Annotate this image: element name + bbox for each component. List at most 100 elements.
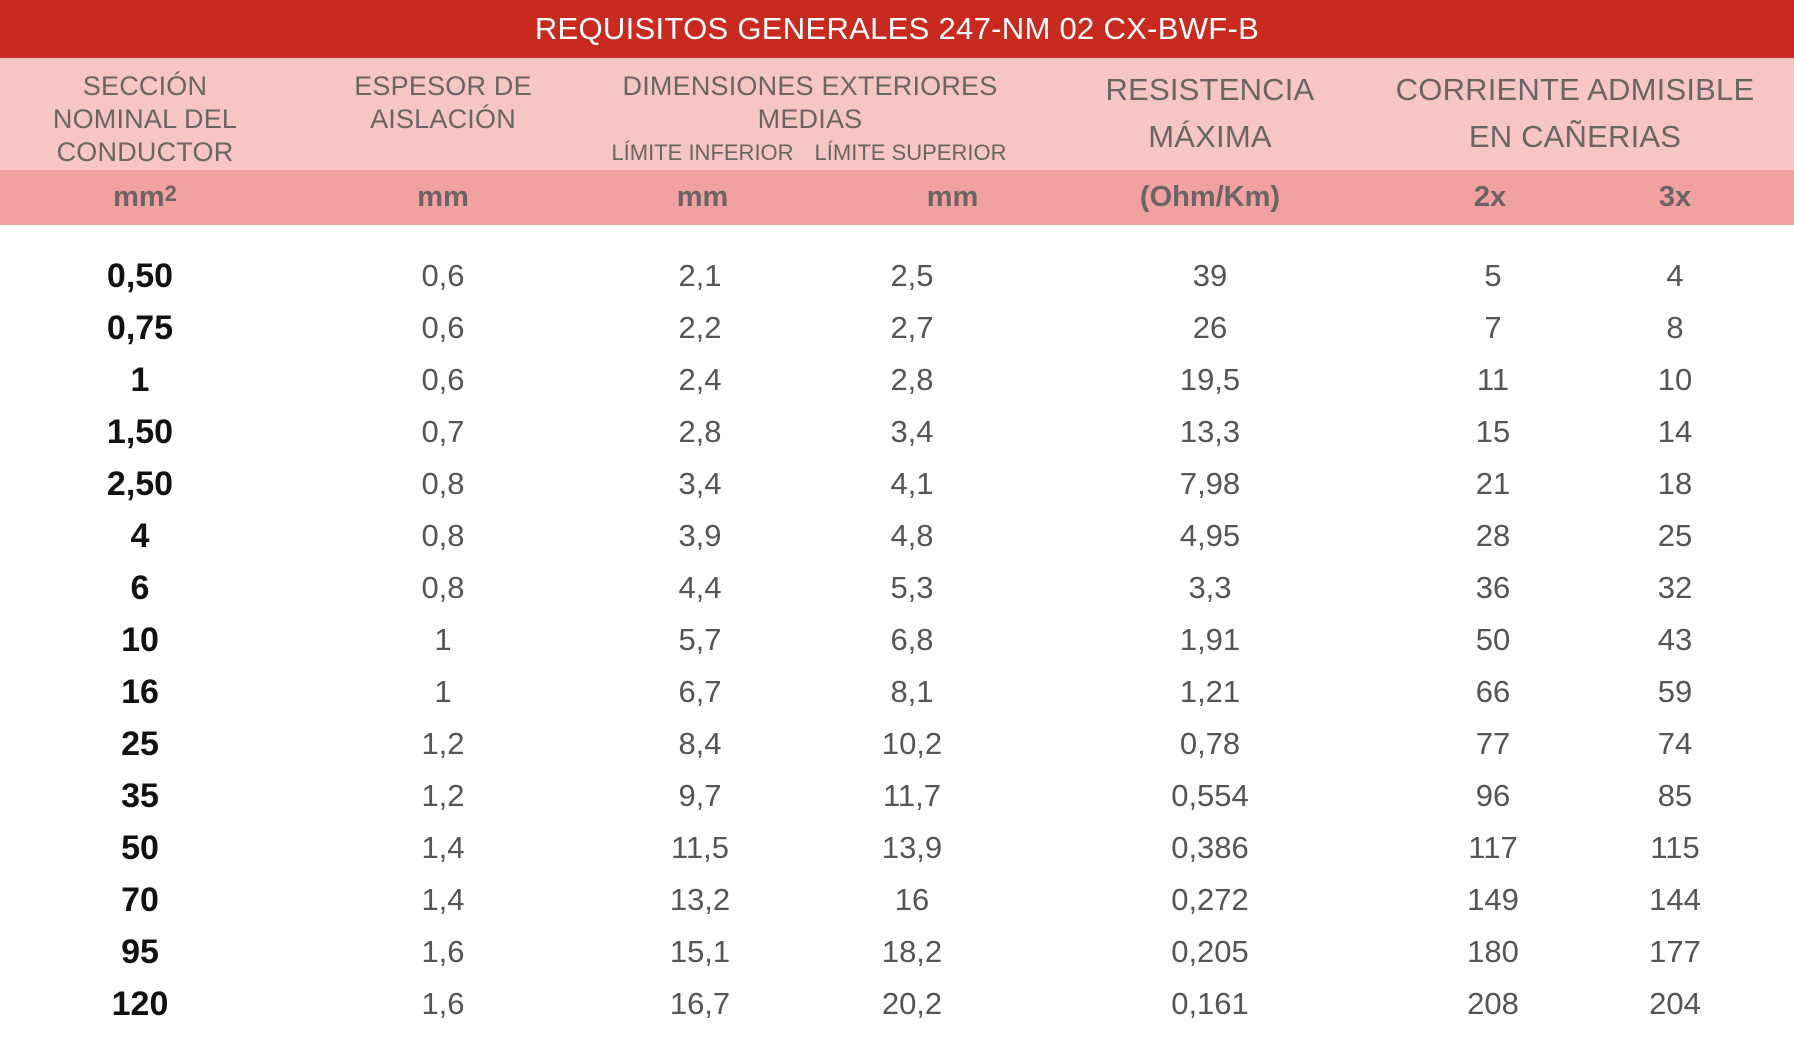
cell-corriente-2x: 21: [1475, 466, 1511, 501]
cell-limite-superior: 10,2: [881, 726, 943, 761]
unit-espesor: mm: [417, 181, 469, 213]
cell-limite-superior: 4,1: [890, 466, 934, 501]
cell-seccion: 2,50: [106, 465, 174, 503]
cell-corriente-2x: 96: [1475, 778, 1511, 813]
cell-limite-inferior: 4,4: [678, 570, 722, 605]
header-band: [0, 58, 1794, 170]
cell-limite-inferior: 9,7: [678, 778, 722, 813]
cell-espesor: 1,6: [421, 934, 465, 969]
cell-espesor: 1: [434, 622, 452, 657]
cell-limite-inferior: 16,7: [669, 986, 731, 1021]
header-dimensiones-line: MEDIAS: [757, 104, 863, 134]
cell-espesor: 0,8: [421, 570, 465, 605]
table-row: 95 1,6 15,1 18,2 0,205 180 177: [0, 926, 1794, 978]
cell-espesor: 0,6: [421, 258, 465, 293]
cell-corriente-3x: 32: [1657, 570, 1693, 605]
cell-seccion: 16: [121, 673, 159, 711]
unit-limite-inferior: mm: [676, 181, 729, 213]
header-dimensiones: DIMENSIONES EXTERIORES MEDIAS: [590, 70, 1030, 136]
cell-corriente-3x: 115: [1650, 830, 1700, 865]
units-band: [0, 170, 1794, 225]
cell-limite-superior: 2,5: [890, 258, 934, 293]
table-row: 25 1,2 8,4 10,2 0,78 77 74: [0, 718, 1794, 770]
table-body: 0,50 0,6 2,1 2,5 39 5 4 0,75 0,6 2,2 2,7 26 7 8 1 0,6 2,…: [0, 250, 1794, 1030]
cell-seccion: 1: [130, 361, 150, 399]
cell-corriente-2x: 7: [1484, 310, 1502, 345]
cell-espesor: 0,8: [421, 518, 465, 553]
cell-espesor: 0,8: [421, 466, 465, 501]
table-row: 2,50 0,8 3,4 4,1 7,98 21 18: [0, 458, 1794, 510]
cell-limite-superior: 4,8: [890, 518, 934, 553]
cell-seccion: 70: [121, 881, 159, 919]
cell-seccion: 50: [121, 829, 159, 867]
header-resistencia: RESISTENCIA MÁXIMA: [1060, 66, 1360, 160]
cell-corriente-2x: 15: [1475, 414, 1511, 449]
cell-resistencia: 0,386: [1171, 830, 1249, 865]
cell-limite-inferior: 2,8: [678, 414, 722, 449]
cell-limite-inferior: 2,2: [678, 310, 722, 345]
cell-resistencia: 1,91: [1179, 622, 1241, 657]
header-espesor: ESPESOR DE AISLACIÓN: [318, 70, 568, 136]
cell-limite-inferior: 3,4: [678, 466, 722, 501]
cell-espesor: 1,2: [421, 778, 465, 813]
cell-resistencia: 19,5: [1179, 362, 1241, 397]
cell-corriente-3x: 85: [1657, 778, 1693, 813]
unit-corriente-3x: 3x: [1658, 181, 1692, 213]
cell-corriente-3x: 10: [1657, 362, 1693, 397]
cell-corriente-3x: 4: [1666, 258, 1684, 293]
header-resistencia-line: RESISTENCIA: [1105, 72, 1315, 107]
cell-limite-superior: 8,1: [890, 674, 934, 709]
cell-limite-superior: 20,2: [881, 986, 943, 1021]
cell-seccion: 95: [121, 933, 159, 971]
cell-seccion: 35: [121, 777, 159, 815]
cell-resistencia: 0,554: [1171, 778, 1249, 813]
cell-limite-inferior: 2,1: [678, 258, 722, 293]
cell-corriente-3x: 25: [1657, 518, 1693, 553]
header-espesor-line: AISLACIÓN: [370, 104, 516, 134]
cell-seccion: 6: [130, 569, 150, 607]
header-corriente-line: EN CAÑERIAS: [1468, 119, 1682, 154]
header-limite-superior: LÍMITE SUPERIOR: [814, 140, 1007, 165]
cell-espesor: 0,7: [421, 414, 465, 449]
cell-resistencia: 4,95: [1179, 518, 1241, 553]
cell-limite-inferior: 11,5: [670, 830, 730, 865]
cell-resistencia: 7,98: [1179, 466, 1241, 501]
cell-corriente-3x: 144: [1649, 882, 1701, 917]
cell-limite-inferior: 2,4: [678, 362, 722, 397]
cell-corriente-2x: 77: [1475, 726, 1511, 761]
cell-espesor: 1,4: [421, 882, 465, 917]
cell-espesor: 1,2: [421, 726, 465, 761]
header-seccion-line: SECCIÓN: [82, 71, 208, 101]
table-row: 1,50 0,7 2,8 3,4 13,3 15 14: [0, 406, 1794, 458]
header-corriente-line: CORRIENTE ADMISIBLE: [1395, 72, 1755, 107]
cell-resistencia: 1,21: [1179, 674, 1241, 709]
cell-espesor: 1: [434, 674, 452, 709]
cell-corriente-2x: 149: [1467, 882, 1519, 917]
cell-limite-inferior: 3,9: [678, 518, 722, 553]
cell-limite-superior: 11,7: [882, 778, 942, 813]
header-seccion: SECCIÓN NOMINAL DEL CONDUCTOR: [20, 70, 270, 169]
table-row: 1 0,6 2,4 2,8 19,5 11 10: [0, 354, 1794, 406]
header-limite-inferior: LÍMITE INFERIOR: [611, 140, 794, 165]
header-seccion-line: CONDUCTOR: [56, 137, 234, 167]
cell-espesor: 0,6: [421, 362, 465, 397]
cell-corriente-3x: 14: [1657, 414, 1693, 449]
cell-espesor: 0,6: [421, 310, 465, 345]
cell-corriente-2x: 66: [1475, 674, 1511, 709]
cell-corriente-3x: 8: [1666, 310, 1684, 345]
unit-seccion-superscript: 2: [164, 180, 177, 206]
cell-limite-superior: 2,7: [890, 310, 934, 345]
cell-corriente-2x: 11: [1476, 362, 1510, 397]
cell-limite-inferior: 5,7: [678, 622, 722, 657]
unit-seccion: mm 2: [60, 170, 230, 225]
table-row: 70 1,4 13,2 16 0,272 149 144: [0, 874, 1794, 926]
cell-limite-superior: 13,9: [881, 830, 943, 865]
cell-seccion: 0,75: [106, 309, 174, 347]
table-title: REQUISITOS GENERALES 247-NM 02 CX-BWF-B: [0, 0, 1794, 58]
header-seccion-line: NOMINAL DEL: [52, 104, 238, 134]
cell-corriente-3x: 59: [1657, 674, 1693, 709]
cell-corriente-2x: 180: [1467, 934, 1519, 969]
cell-corriente-3x: 74: [1657, 726, 1693, 761]
cell-resistencia: 3,3: [1188, 570, 1232, 605]
